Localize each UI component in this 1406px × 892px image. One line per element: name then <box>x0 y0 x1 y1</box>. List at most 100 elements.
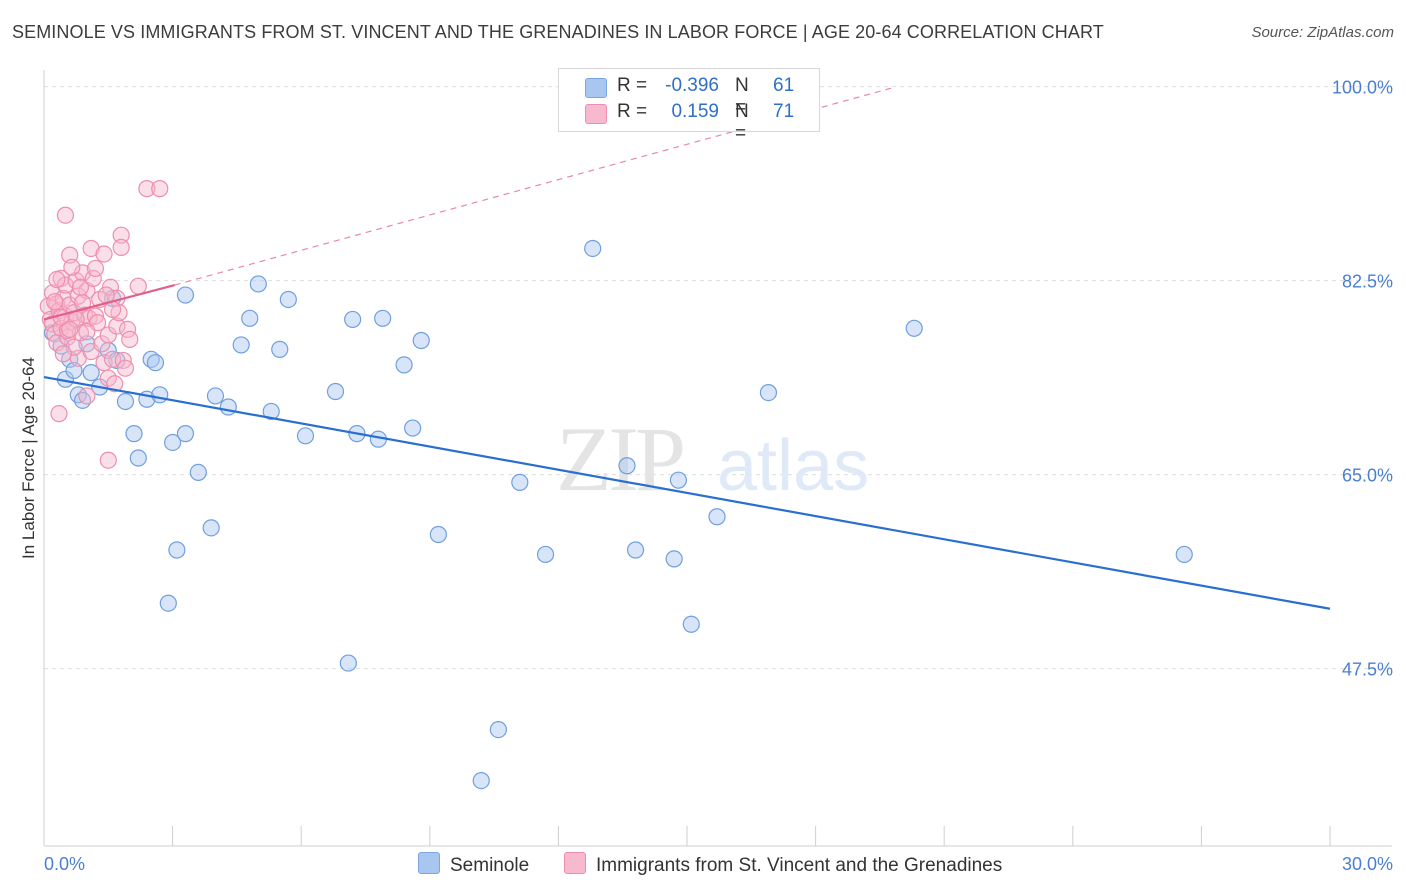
point-immigrants <box>54 289 72 307</box>
point-seminole <box>412 331 430 350</box>
point-seminole <box>618 457 636 475</box>
point-immigrants <box>93 335 111 353</box>
legend-swatch-immigrants <box>585 104 607 124</box>
point-seminole <box>395 356 413 374</box>
point-seminole <box>164 433 182 452</box>
point-immigrants <box>65 338 83 356</box>
y-tick-label: 100.0% <box>1332 78 1393 98</box>
point-seminole <box>759 383 778 402</box>
point-immigrants <box>71 324 90 342</box>
bottom-legend-swatch-seminole <box>418 852 440 874</box>
point-immigrants <box>48 270 66 289</box>
point-seminole <box>176 286 195 304</box>
point-seminole <box>429 525 447 544</box>
point-seminole <box>82 364 100 382</box>
point-immigrants <box>116 359 135 377</box>
point-seminole <box>682 615 700 633</box>
point-seminole <box>219 398 237 416</box>
bottom-legend-swatch-immigrants <box>564 852 586 874</box>
gridlines <box>44 86 1392 670</box>
source-label: Source: ZipAtlas.com <box>1251 24 1394 41</box>
point-immigrants <box>61 320 79 339</box>
x-tick-label-min: 0.0% <box>44 854 85 874</box>
point-seminole <box>249 275 267 293</box>
point-seminole <box>241 309 259 327</box>
watermark-atlas: atlas <box>717 426 869 506</box>
legend-n-label: N = <box>735 101 749 144</box>
point-seminole <box>1175 545 1193 564</box>
point-immigrants <box>112 238 130 256</box>
point-immigrants <box>99 326 117 344</box>
point-seminole <box>536 545 555 564</box>
legend-n-label: N = <box>735 75 749 118</box>
point-seminole <box>344 310 362 329</box>
x-tick-label-max: 30.0% <box>1342 854 1393 874</box>
point-seminole <box>262 402 280 421</box>
bottom-legend-label-immigrants: Immigrants from St. Vincent and the Gren… <box>596 855 1003 876</box>
point-immigrants <box>82 239 100 258</box>
point-seminole <box>472 771 490 790</box>
point-seminole <box>125 425 143 443</box>
point-immigrants <box>78 387 96 405</box>
watermark-zip: ZIP <box>556 408 683 510</box>
point-immigrants <box>63 258 81 276</box>
point-seminole <box>168 541 186 559</box>
point-seminole <box>339 654 357 672</box>
point-seminole <box>489 720 507 739</box>
trend-line-immigrants <box>43 283 176 321</box>
point-seminole <box>202 519 220 537</box>
point-seminole <box>159 594 177 612</box>
point-immigrants <box>54 345 72 363</box>
point-seminole <box>669 471 688 489</box>
legend-r-value: 0.159 <box>671 101 719 122</box>
y-tick-label: 82.5% <box>1342 272 1393 292</box>
correlation-legend: R = -0.396 N = 61 R = 0.159 N = 71 <box>558 68 820 144</box>
point-seminole <box>584 239 602 258</box>
point-immigrants <box>95 354 113 372</box>
y-tick-label: 47.5% <box>1342 660 1393 680</box>
point-immigrants <box>56 206 75 224</box>
point-immigrants <box>138 180 156 198</box>
y-tick-label: 65.0% <box>1342 466 1393 486</box>
axes <box>43 70 1392 847</box>
point-immigrants <box>108 317 126 335</box>
point-seminole <box>511 473 529 491</box>
legend-swatch-seminole <box>585 78 607 98</box>
data-points <box>39 180 1193 790</box>
point-seminole <box>326 382 345 401</box>
point-seminole <box>271 340 289 358</box>
watermark: ZIP atlas <box>556 408 869 510</box>
point-immigrants <box>86 259 105 278</box>
point-seminole <box>176 425 195 443</box>
point-immigrants <box>73 264 92 282</box>
point-seminole <box>626 541 645 559</box>
point-immigrants <box>99 451 117 469</box>
point-immigrants <box>106 375 124 393</box>
tick-labels: 100.0% 82.5% 65.0% 47.5% 0.0% 30.0% <box>44 78 1393 874</box>
point-seminole <box>296 427 315 445</box>
point-immigrants <box>121 330 139 348</box>
legend-n-value: 61 <box>773 75 795 96</box>
point-immigrants <box>80 309 98 327</box>
point-seminole <box>151 386 169 404</box>
point-seminole <box>232 336 250 354</box>
point-seminole <box>665 550 683 568</box>
point-seminole <box>374 309 392 327</box>
legend-n-value: 71 <box>773 101 795 122</box>
point-seminole <box>905 319 923 337</box>
point-immigrants <box>129 277 147 295</box>
legend-r-label: R = <box>617 75 648 96</box>
point-immigrants <box>46 293 64 311</box>
point-immigrants <box>112 226 130 244</box>
y-axis-label: In Labor Force | Age 20-64 <box>19 357 38 559</box>
point-immigrants <box>56 276 75 294</box>
point-seminole <box>129 449 147 467</box>
point-immigrants <box>71 278 90 296</box>
point-immigrants <box>151 180 169 198</box>
point-seminole <box>404 419 422 437</box>
point-seminole <box>189 463 207 482</box>
legend-r-value: -0.396 <box>665 75 719 96</box>
point-immigrants <box>78 323 96 341</box>
bottom-legend-label-seminole: Seminole <box>450 855 530 876</box>
